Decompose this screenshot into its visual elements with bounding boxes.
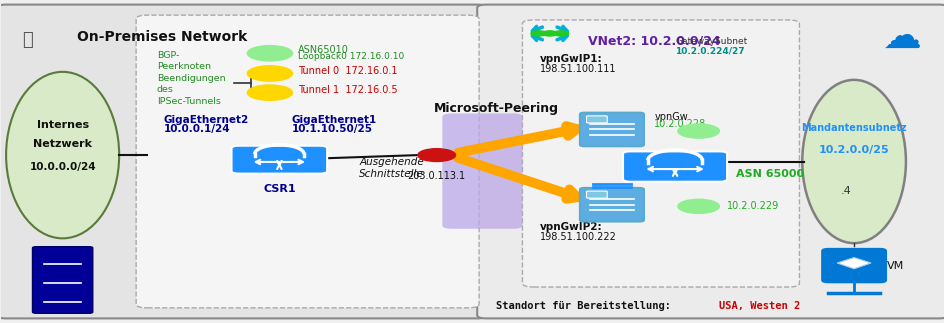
Text: VM: VM (886, 261, 903, 271)
FancyBboxPatch shape (622, 151, 726, 182)
Text: vpnGw: vpnGw (653, 112, 687, 122)
FancyBboxPatch shape (522, 20, 799, 287)
Text: 10.0.0.0/24: 10.0.0.0/24 (29, 162, 96, 172)
Text: Loopback0 172.16.0.10: Loopback0 172.16.0.10 (298, 52, 404, 61)
FancyBboxPatch shape (32, 247, 93, 313)
FancyBboxPatch shape (586, 116, 607, 123)
Text: GigaEthernet2: GigaEthernet2 (163, 115, 248, 125)
FancyBboxPatch shape (821, 249, 885, 282)
Text: VNet2: 10.2.0.0/24: VNet2: 10.2.0.0/24 (588, 35, 720, 48)
Circle shape (417, 149, 455, 162)
Text: 198.51.100.222: 198.51.100.222 (540, 232, 616, 242)
Text: 🏛: 🏛 (22, 31, 33, 49)
Circle shape (553, 31, 568, 36)
Text: Standort für Bereitstellung:: Standort für Bereitstellung: (496, 301, 670, 311)
Text: Netzwerk: Netzwerk (33, 139, 92, 149)
Text: GatewaySubnet: GatewaySubnet (674, 37, 747, 46)
Text: On-Premises Network: On-Premises Network (76, 30, 246, 44)
Ellipse shape (6, 72, 119, 238)
Text: 10.2.0.224/27: 10.2.0.224/27 (674, 47, 744, 56)
Text: BGP-
Peerknoten
Beendigungen
des
IPSec-Tunnels: BGP- Peerknoten Beendigungen des IPSec-T… (157, 51, 226, 106)
Text: Ausgehende
Schnittstelle: Ausgehende Schnittstelle (359, 157, 424, 179)
Text: USA, Westen 2: USA, Westen 2 (718, 301, 800, 311)
Text: Internes: Internes (37, 120, 89, 130)
Text: 203.0.113.1: 203.0.113.1 (407, 171, 465, 181)
Text: 10.2.0.229: 10.2.0.229 (726, 201, 778, 211)
Text: .4: .4 (840, 185, 851, 195)
FancyBboxPatch shape (580, 113, 643, 146)
Text: Mandantensubnetz: Mandantensubnetz (801, 123, 906, 133)
Text: GigaEthernet1: GigaEthernet1 (292, 115, 377, 125)
Text: 198.51.100.111: 198.51.100.111 (540, 64, 616, 74)
Text: Tunnel 1  172.16.0.5: Tunnel 1 172.16.0.5 (298, 85, 397, 95)
FancyBboxPatch shape (580, 188, 643, 222)
Text: Microsoft-Peering: Microsoft-Peering (433, 102, 558, 115)
Circle shape (677, 199, 718, 214)
Circle shape (542, 31, 557, 36)
Text: 10.1.10.50/25: 10.1.10.50/25 (292, 124, 372, 134)
FancyBboxPatch shape (0, 5, 486, 318)
FancyBboxPatch shape (231, 146, 327, 174)
Text: 10.0.0.1/24: 10.0.0.1/24 (163, 124, 229, 134)
Text: ASN 65000: ASN 65000 (735, 169, 803, 179)
Text: vpnGwIP1:: vpnGwIP1: (540, 54, 602, 64)
Text: CSR1: CSR1 (262, 184, 295, 194)
Text: ☁: ☁ (881, 18, 919, 56)
Text: 10.2.0.0/25: 10.2.0.0/25 (818, 145, 888, 155)
Text: vpnGwIP2:: vpnGwIP2: (540, 222, 602, 232)
FancyBboxPatch shape (477, 5, 944, 318)
Circle shape (677, 124, 718, 138)
Text: 10.2.0.228: 10.2.0.228 (653, 119, 706, 129)
Circle shape (247, 46, 293, 61)
Circle shape (531, 31, 546, 36)
FancyBboxPatch shape (586, 191, 607, 198)
Text: Tunnel 0  172.16.0.1: Tunnel 0 172.16.0.1 (298, 66, 397, 76)
Text: ASN65010: ASN65010 (298, 45, 348, 55)
Circle shape (247, 85, 293, 100)
Circle shape (247, 66, 293, 81)
Ellipse shape (801, 80, 905, 243)
Polygon shape (836, 257, 870, 269)
FancyBboxPatch shape (442, 113, 522, 229)
FancyBboxPatch shape (136, 15, 479, 308)
